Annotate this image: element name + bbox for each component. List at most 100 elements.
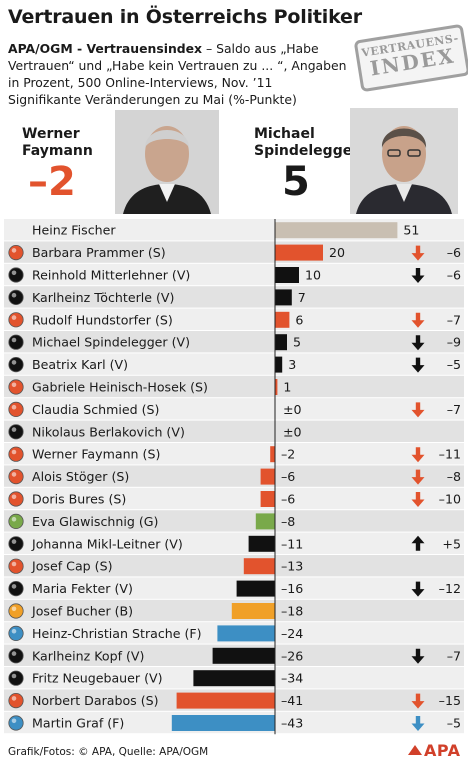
change-label: –10	[439, 492, 461, 507]
category-label: Norbert Darabos (S)	[32, 693, 159, 708]
bar	[217, 625, 275, 642]
category-label: Martin Graf (F)	[32, 716, 124, 731]
portrait-photo-spindelegger	[350, 108, 458, 214]
arrow-down-icon	[411, 716, 425, 731]
row-background	[4, 443, 464, 465]
party-dot-highlight	[11, 584, 17, 589]
subtitle-line2: Signifikante Veränderungen zu Mai (%-Pun…	[8, 92, 297, 107]
value-label: 51	[403, 223, 419, 238]
row-background	[4, 577, 464, 599]
change-label: –8	[447, 469, 461, 484]
party-dot-highlight	[11, 382, 17, 388]
party-dot	[8, 289, 24, 306]
row-background	[4, 555, 464, 577]
party-dot	[8, 513, 24, 529]
bar	[275, 379, 278, 395]
category-label: Rudolf Hundstorfer (S)	[32, 312, 173, 327]
chart-title: Vertrauen in Österreichs Politiker	[8, 6, 362, 28]
party-dot-highlight	[11, 718, 17, 724]
arrow-down-icon	[411, 447, 425, 463]
row-background	[4, 465, 464, 487]
row-background	[4, 263, 464, 286]
value-label: 10	[305, 268, 321, 283]
arrow-down-icon	[411, 245, 425, 261]
arrow-down-icon	[411, 335, 425, 351]
value-label: –26	[281, 648, 303, 663]
category-label: Fritz Neugebauer (V)	[32, 671, 163, 686]
category-label: Doris Bures (S)	[32, 492, 126, 507]
portrait-photo-faymann	[115, 110, 219, 214]
trust-index-chart: Heinz Fischer 51 Barbara Prammer (S) 20 –6 Re…	[0, 216, 468, 736]
bar	[275, 289, 292, 306]
party-dot	[8, 580, 24, 597]
category-label: Eva Glawischnig (G)	[32, 514, 158, 529]
bar	[193, 670, 275, 687]
change-label: –11	[439, 447, 461, 462]
party-dot	[8, 625, 24, 641]
value-label: 1	[283, 380, 291, 395]
value-label: –18	[281, 604, 303, 619]
row-background	[4, 241, 464, 263]
party-dot	[8, 558, 24, 574]
category-label: Werner Faymann (S)	[32, 447, 160, 462]
party-dot-highlight	[11, 360, 17, 365]
change-label: –15	[439, 693, 461, 708]
bar	[275, 267, 299, 283]
party-dot	[8, 670, 24, 686]
category-label: Josef Cap (S)	[31, 559, 113, 574]
bar	[275, 356, 283, 373]
row-background	[4, 398, 464, 420]
party-dot	[8, 648, 24, 664]
change-label: –6	[447, 268, 461, 283]
change-label: –7	[447, 402, 461, 417]
category-label: Heinz-Christian Strache (F)	[32, 626, 202, 641]
party-dot-highlight	[11, 472, 17, 477]
highlight-name-spindelegger: Michael Spindelegger	[254, 126, 359, 160]
party-dot	[8, 446, 24, 462]
value-label: ±0	[283, 402, 302, 417]
bar	[176, 692, 275, 709]
change-label: –6	[447, 245, 461, 260]
row-background	[4, 331, 464, 353]
bar	[275, 244, 323, 261]
party-dot-highlight	[11, 292, 17, 298]
party-dot-highlight	[11, 337, 17, 343]
bar	[248, 535, 275, 552]
category-label: Barbara Prammer (S)	[32, 245, 166, 260]
bar	[260, 468, 275, 485]
highlight-change-spindelegger: 5	[282, 159, 310, 205]
party-dot-highlight	[11, 248, 17, 253]
arrow-down-icon	[411, 402, 425, 418]
row-background	[4, 420, 464, 442]
bar	[270, 446, 275, 463]
apa-logo: APA	[408, 741, 461, 760]
change-label: –12	[439, 581, 461, 596]
category-label: Alois Stöger (S)	[32, 469, 129, 484]
subtitle-text: – Saldo aus „Habe Vertrauen“ und „Habe k…	[8, 41, 347, 90]
arrow-up-icon	[411, 535, 425, 551]
value-label: 20	[329, 245, 345, 260]
category-label: Michael Spindelegger (V)	[32, 335, 190, 350]
party-dot	[8, 312, 24, 328]
bar	[275, 334, 287, 351]
arrow-down-icon	[411, 357, 425, 373]
party-dot-highlight	[11, 516, 17, 522]
row-background	[4, 510, 464, 532]
party-dot-highlight	[11, 270, 17, 276]
value-label: –8	[281, 514, 295, 529]
highlight-firstname: Michael	[254, 126, 315, 142]
party-dot	[8, 401, 24, 417]
party-dot	[8, 244, 24, 261]
value-label: –6	[281, 492, 295, 507]
value-label: –24	[281, 626, 303, 641]
highlight-change-faymann: –2	[28, 159, 76, 205]
party-dot	[8, 357, 24, 373]
party-dot-highlight	[11, 539, 17, 544]
bar	[171, 715, 275, 731]
category-label: Gabriele Heinisch-Hosek (S)	[32, 380, 208, 395]
category-label: Heinz Fischer	[32, 223, 116, 238]
highlight-firstname: Werner	[22, 126, 80, 142]
party-dot	[8, 469, 24, 485]
value-label: –43	[281, 716, 303, 731]
highlight-lastname: Spindelegger	[254, 143, 360, 159]
